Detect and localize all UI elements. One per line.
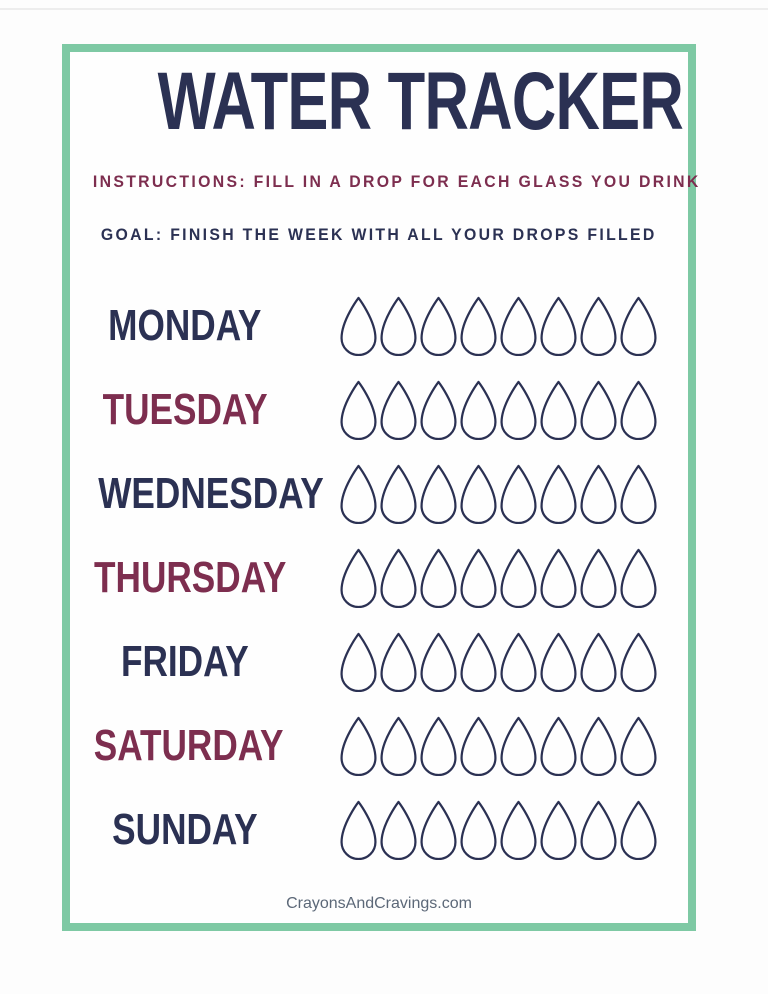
day-row: SATURDAY [70,704,688,788]
day-drops [339,380,658,440]
water-drop-icon[interactable] [379,296,418,356]
water-drop-icon[interactable] [539,716,578,776]
day-row: TUESDAY [70,368,688,452]
day-drops [339,716,658,776]
day-label-text: MONDAY [108,301,262,350]
water-drop-icon[interactable] [379,548,418,608]
water-drop-icon[interactable] [459,548,498,608]
water-drop-icon[interactable] [539,464,578,524]
water-drop-icon[interactable] [619,548,658,608]
water-drop-icon[interactable] [339,296,378,356]
water-drop-icon[interactable] [379,464,418,524]
water-drop-icon[interactable] [579,716,618,776]
water-drop-icon[interactable] [579,296,618,356]
water-drop-icon[interactable] [619,380,658,440]
water-drop-icon[interactable] [379,632,418,692]
instructions-text: INSTRUCTIONS: FILL IN A DROP FOR EACH GL… [92,172,701,191]
page-title: WATER TRACKER [70,56,688,147]
water-drop-icon[interactable] [459,716,498,776]
day-drops [339,464,658,524]
day-row: SUNDAY [70,788,688,872]
water-drop-icon[interactable] [499,464,538,524]
water-drop-icon[interactable] [539,632,578,692]
water-drop-icon[interactable] [379,716,418,776]
day-label-text: WEDNESDAY [98,469,324,518]
day-row: WEDNESDAY [70,452,688,536]
water-drop-icon[interactable] [419,632,458,692]
water-drop-icon[interactable] [579,464,618,524]
water-drop-icon[interactable] [419,296,458,356]
day-label: WEDNESDAY [70,469,324,519]
water-drop-icon[interactable] [619,800,658,860]
page-frame: WATER TRACKER INSTRUCTIONS: FILL IN A DR… [62,44,701,931]
water-drop-icon[interactable] [539,380,578,440]
day-label: THURSDAY [70,553,300,603]
water-drop-icon[interactable] [459,632,498,692]
day-row: MONDAY [70,284,688,368]
water-drop-icon[interactable] [339,548,378,608]
water-drop-icon[interactable] [459,800,498,860]
day-label-text: SUNDAY [112,805,258,854]
water-drop-icon[interactable] [419,464,458,524]
water-drop-icon[interactable] [459,464,498,524]
day-drops [339,548,658,608]
day-row: THURSDAY [70,536,688,620]
footer-credit: CrayonsAndCravings.com [286,895,472,912]
day-label-text: SATURDAY [93,721,284,770]
water-drop-icon[interactable] [619,632,658,692]
water-drop-icon[interactable] [539,296,578,356]
water-drop-icon[interactable] [339,464,378,524]
day-drops [339,800,658,860]
water-drop-icon[interactable] [459,296,498,356]
water-drop-icon[interactable] [539,800,578,860]
day-label: FRIDAY [70,637,300,687]
day-row: FRIDAY [70,620,688,704]
day-label: SUNDAY [70,805,300,855]
water-drop-icon[interactable] [499,800,538,860]
water-drop-icon[interactable] [339,380,378,440]
water-drop-icon[interactable] [499,632,538,692]
water-drop-icon[interactable] [579,632,618,692]
day-label: MONDAY [70,301,300,351]
water-drop-icon[interactable] [579,800,618,860]
water-drop-icon[interactable] [419,380,458,440]
water-drop-icon[interactable] [339,716,378,776]
water-drop-icon[interactable] [619,296,658,356]
water-drop-icon[interactable] [339,800,378,860]
day-label: TUESDAY [70,385,300,435]
water-drop-icon[interactable] [499,380,538,440]
day-label-text: THURSDAY [94,553,287,602]
water-drop-icon[interactable] [459,380,498,440]
water-drop-icon[interactable] [419,800,458,860]
tracker-rows: MONDAY [70,284,688,872]
water-drop-icon[interactable] [339,632,378,692]
water-drop-icon[interactable] [499,716,538,776]
day-label-text: TUESDAY [102,385,268,434]
day-drops [339,632,658,692]
water-drop-icon[interactable] [499,296,538,356]
water-drop-icon[interactable] [419,548,458,608]
water-drop-icon[interactable] [379,380,418,440]
water-drop-icon[interactable] [499,548,538,608]
water-drop-icon[interactable] [579,380,618,440]
day-label: SATURDAY [70,721,300,771]
water-drop-icon[interactable] [419,716,458,776]
water-drop-icon[interactable] [539,548,578,608]
water-drop-icon[interactable] [619,716,658,776]
water-drop-icon[interactable] [579,548,618,608]
day-label-text: FRIDAY [121,637,249,686]
water-drop-icon[interactable] [619,464,658,524]
scan-line [0,8,768,10]
goal-text: GOAL: FINISH THE WEEK WITH ALL YOUR DROP… [101,225,657,244]
day-drops [339,296,658,356]
water-drop-icon[interactable] [379,800,418,860]
page-title-text: WATER TRACKER [157,56,684,147]
